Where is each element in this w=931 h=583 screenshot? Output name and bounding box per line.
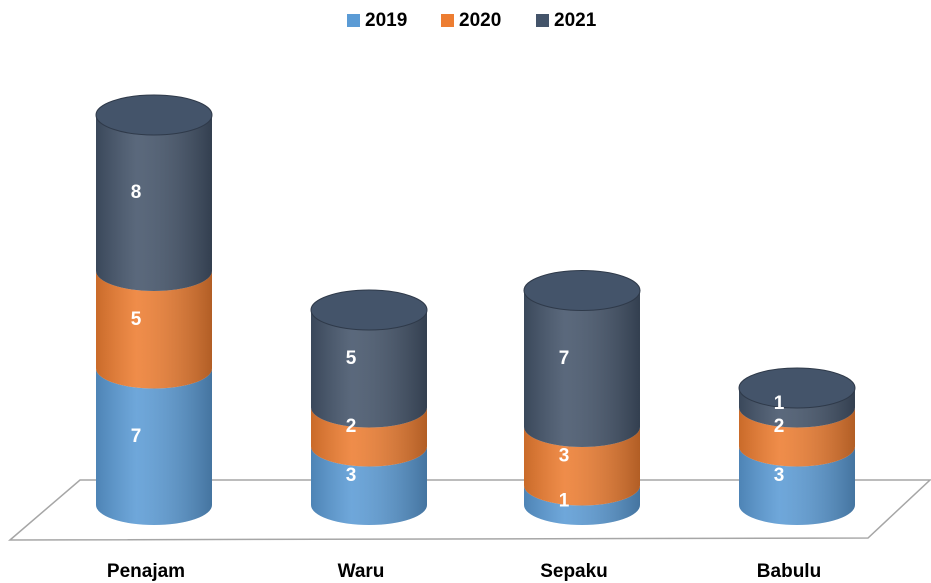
cylinder-top [738,367,856,409]
data-label: 5 [346,348,357,369]
data-label: 8 [131,182,142,203]
legend-swatch [441,14,454,27]
data-label: 5 [131,309,142,330]
data-label: 3 [774,465,785,486]
cylinder-top [310,289,428,331]
bar-shade [524,427,640,506]
bar-shade [739,388,855,428]
bar-shade [524,485,640,525]
x-tick-label: Babulu [757,561,821,582]
legend-swatch [347,14,360,27]
data-label: 7 [559,348,570,369]
bar-shade [311,446,427,525]
x-tick-label: Waru [338,561,385,582]
cylinder-top [523,270,641,311]
data-label: 1 [774,393,785,414]
bar-shade [311,310,427,428]
data-label: 1 [559,490,570,511]
data-label: 2 [346,416,357,437]
x-tick-label: Penajam [107,561,185,582]
bar-shade [739,407,855,467]
data-label: 3 [346,465,357,486]
legend-label: 2020 [459,10,501,31]
bar-shade [524,290,640,447]
legend-swatch [536,14,549,27]
legend-label: 2019 [365,10,407,31]
bar-shade [96,368,212,525]
bar-shade [96,115,212,291]
data-label: 3 [559,445,570,466]
cylinder-top [95,94,213,136]
bar-shade [311,407,427,467]
floor [7,479,931,541]
legend-label: 2021 [554,10,597,31]
x-tick-label: Sepaku [540,561,608,582]
data-label: 7 [131,426,142,447]
bar-shade [96,271,212,389]
data-label: 2 [774,416,785,437]
bar-shade [739,446,855,525]
